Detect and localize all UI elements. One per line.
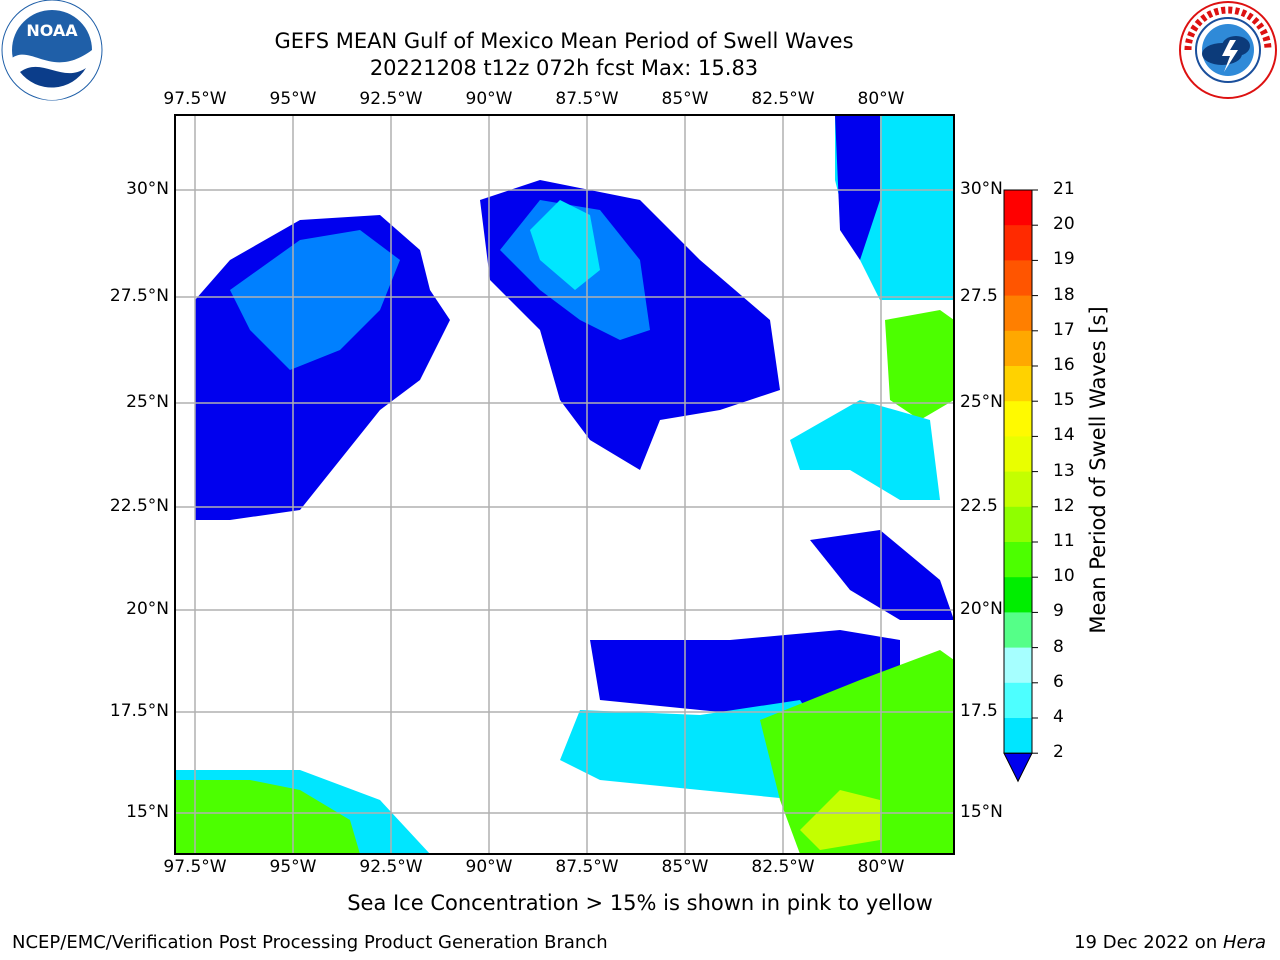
lon-label-top: 90°W <box>465 89 513 109</box>
colorbar-segment <box>1004 225 1032 261</box>
colorbar-tick-label: 19 <box>1053 249 1075 270</box>
lon-label-top: 87.5°W <box>555 89 619 109</box>
lon-label-top: 85°W <box>661 89 709 109</box>
colorbar-tick-label: 6 <box>1053 671 1064 692</box>
footer-credit: NCEP/EMC/Verification Post Processing Pr… <box>12 932 608 953</box>
colorbar-tick-label: 11 <box>1053 531 1075 551</box>
swell-bahamas <box>885 310 954 420</box>
colorbar-tick-label: 16 <box>1053 355 1075 375</box>
colorbar-tick-label: 21 <box>1053 179 1075 199</box>
colorbar-tick-label: 8 <box>1053 636 1064 657</box>
colorbar-segment <box>1004 506 1032 543</box>
colorbar-tick-label: 12 <box>1053 495 1075 516</box>
colorbar-segment <box>1004 401 1032 437</box>
chart-subtitle: 20221208 t12z 072h fcst Max: 15.83 <box>369 56 759 80</box>
colorbar-tick-label: 2 <box>1053 742 1064 763</box>
lat-label-left: 22.5°N <box>109 496 169 516</box>
swell-high-ne <box>530 200 600 290</box>
colorbar-segment <box>1004 295 1032 332</box>
lon-label-top: 82.5°W <box>751 89 815 109</box>
colorbar-tick-label: 14 <box>1053 425 1075 446</box>
lon-label-bottom: 97.5°W <box>163 857 227 877</box>
colorbar-tick-label: 18 <box>1053 284 1075 305</box>
colorbar-segment <box>1004 577 1032 613</box>
lon-label-top: 92.5°W <box>359 89 423 109</box>
footer-date: 19 Dec 2022 on Hera <box>1074 932 1266 953</box>
colorbar-segment <box>1004 366 1032 402</box>
colorbar-segment <box>1004 260 1032 297</box>
colorbar-segment <box>1004 612 1032 649</box>
colorbar-tick-label: 17 <box>1053 319 1075 340</box>
swell-mid-nw <box>230 230 400 370</box>
swell-atlantic-low <box>835 115 880 260</box>
lon-label-bottom: 92.5°W <box>359 857 423 877</box>
lat-label-right: 25°N <box>960 392 1003 412</box>
swell-pacific-green <box>175 780 360 854</box>
colorbar-segment <box>1004 471 1032 508</box>
lat-label-right: 15°N <box>960 802 1003 822</box>
lat-label-left: 25°N <box>126 392 169 412</box>
chart-title: GEFS MEAN Gulf of Mexico Mean Period of … <box>274 29 854 53</box>
sea-ice-note: Sea Ice Concentration > 15% is shown in … <box>347 891 933 915</box>
colorbar-tick-label: 9 <box>1053 601 1064 622</box>
footer-machine: Hera <box>1222 932 1266 953</box>
colorbar-segment <box>1004 190 1032 226</box>
lat-label-right: 27.5 <box>960 286 998 306</box>
colorbar-tick-label: 4 <box>1053 707 1064 727</box>
lon-label-bottom: 87.5°W <box>555 857 619 877</box>
lon-label-bottom: 90°W <box>465 857 513 877</box>
lat-label-right: 22.5 <box>960 496 998 516</box>
lat-label-left: 17.5°N <box>109 701 169 721</box>
colorbar-segment <box>1004 647 1032 684</box>
lat-label-right: 20°N <box>960 599 1003 619</box>
swell-cuba-south <box>810 530 954 620</box>
lon-label-top: 95°W <box>269 89 317 109</box>
lon-label-top: 80°W <box>857 89 905 109</box>
colorbar-tick-label: 13 <box>1053 460 1075 481</box>
colorbar-label: Mean Period of Swell Waves [s] <box>1086 306 1110 634</box>
swell-green-caribbean <box>760 650 954 854</box>
lon-label-bottom: 82.5°W <box>751 857 815 877</box>
colorbar-tick-label: 20 <box>1053 214 1075 235</box>
lat-label-left: 30°N <box>126 179 169 199</box>
colorbar-segment <box>1004 330 1032 367</box>
colorbar-tick-label: 15 <box>1053 390 1075 411</box>
colorbar-segment <box>1004 542 1032 578</box>
lat-label-right: 30°N <box>960 179 1003 199</box>
colorbar-tick-label: 10 <box>1053 566 1075 587</box>
lon-label-bottom: 85°W <box>661 857 709 877</box>
colorbar-segment <box>1004 718 1032 754</box>
lat-label-left: 20°N <box>126 599 169 619</box>
lat-label-left: 27.5°N <box>109 286 169 306</box>
lat-label-right: 17.5 <box>960 701 998 721</box>
colorbar-segment <box>1004 436 1032 473</box>
lat-label-left: 15°N <box>126 802 169 822</box>
footer-date-text: 19 Dec 2022 on <box>1074 932 1223 953</box>
lon-label-bottom: 80°W <box>857 857 905 877</box>
lon-label-top: 97.5°W <box>163 89 227 109</box>
colorbar-extend-triangle <box>1003 752 1033 783</box>
lon-label-bottom: 95°W <box>269 857 317 877</box>
colorbar-segment <box>1004 682 1032 719</box>
swell-florida-straits <box>790 400 940 500</box>
swell-yellowgreen-caribbean <box>800 790 880 850</box>
map-frame <box>174 114 955 855</box>
